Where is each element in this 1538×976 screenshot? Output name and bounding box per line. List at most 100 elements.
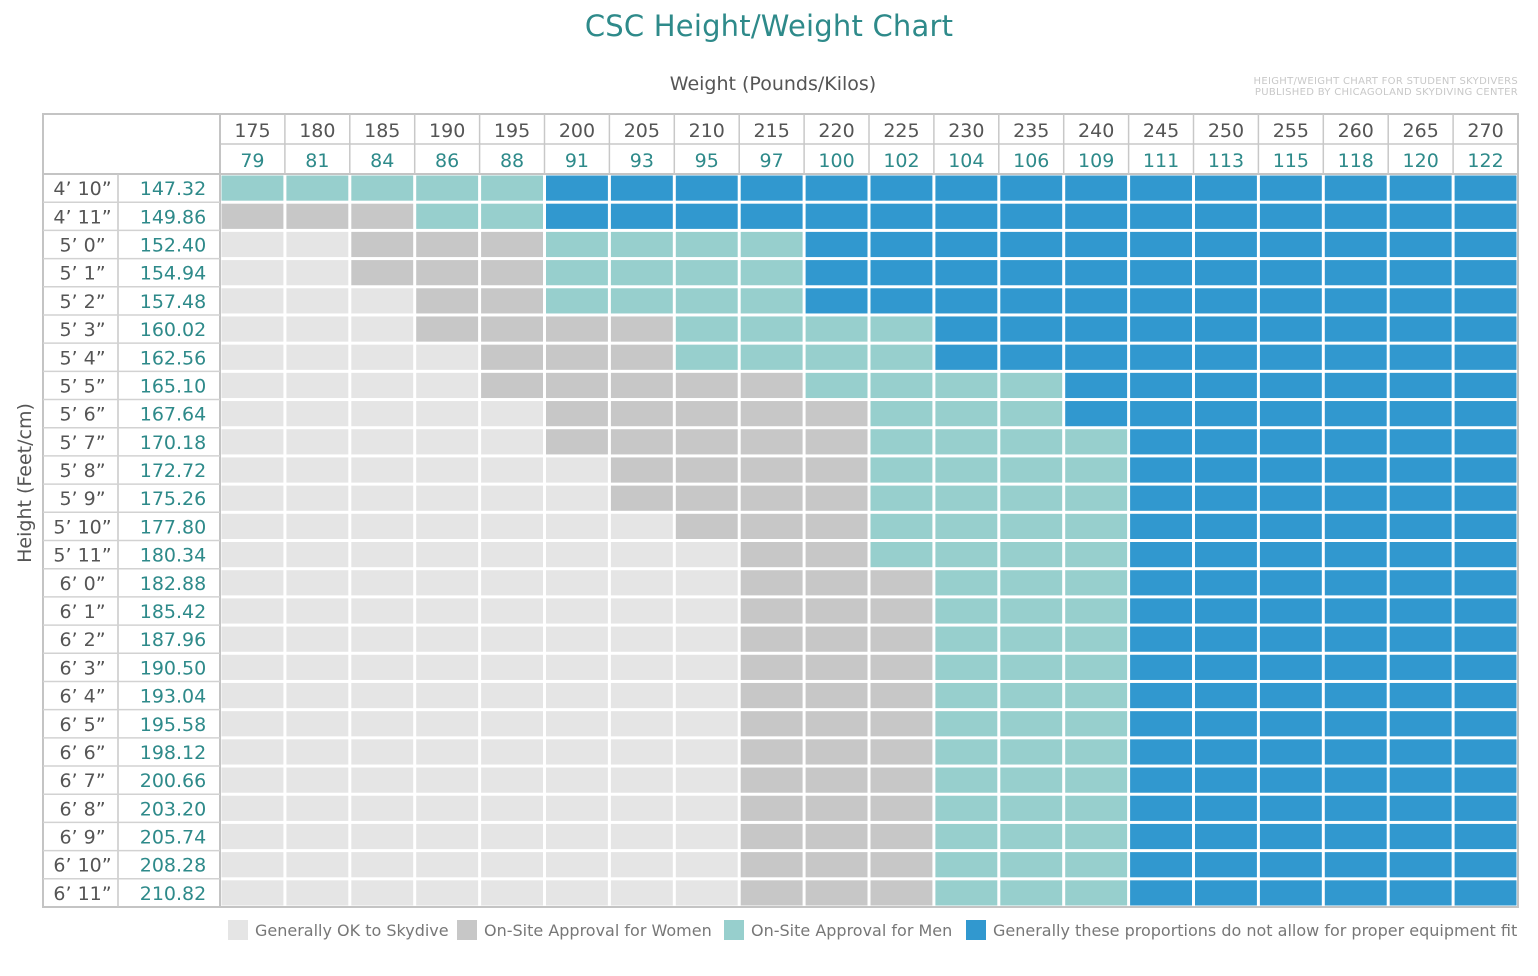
grid-cell [546,823,608,850]
grid-cell [1454,316,1517,342]
grid-cell [740,795,803,821]
grid-cell [221,570,284,596]
weight-kg-label: 122 [1467,150,1503,172]
grid-cell [1065,344,1128,370]
grid-cell [416,288,479,314]
grid-cell [675,457,738,483]
grid-cell [870,372,933,399]
grid-cell [675,203,738,229]
grid-cell [481,175,543,201]
grid-cell [1389,260,1452,286]
grid-cell [1000,682,1063,709]
grid-cell [1324,598,1387,624]
grid-cell [1454,739,1517,765]
height-ft-label: 5’ 0” [59,234,105,256]
grid-cell [1324,795,1387,821]
grid-cell [935,711,998,737]
grid-cell [1000,231,1063,258]
legend-label-no-fit: Generally these proportions do not allow… [993,920,1518,940]
grid-cell [935,429,998,455]
grid-cell [1324,401,1387,427]
grid-cell [610,654,673,680]
grid-cell [1454,682,1517,709]
grid-cell [1324,429,1387,455]
grid-cell [935,231,998,258]
grid-cell [481,852,543,878]
height-cm-label: 160.02 [140,319,206,341]
grid-cell [221,654,284,680]
grid-cell [1389,316,1452,342]
grid-cell [1389,429,1452,455]
grid-cell [546,457,608,483]
height-ft-label: 6’ 0” [59,573,105,595]
grid-cell [1324,739,1387,765]
grid-cell [1065,372,1128,399]
grid-cell [481,711,543,737]
legend-item-no-fit: Generally these proportions do not allow… [966,918,1517,942]
grid-cell [935,513,998,539]
grid-cell [1454,570,1517,596]
height-ft-label: 5’ 6” [59,404,105,426]
grid-cell [1000,175,1063,201]
grid-cell [416,372,479,399]
grid-cell [1195,823,1257,850]
height-ft-label: 4’ 10” [53,178,111,200]
grid-cell [221,880,284,906]
grid-cell [610,739,673,765]
grid-cell [1324,654,1387,680]
grid-cell [1195,203,1257,229]
grid-cell [610,823,673,850]
grid-cell [675,260,738,286]
grid-cell [1454,626,1517,652]
grid-cell [221,626,284,652]
grid-cell [1324,485,1387,511]
grid-cell [740,316,803,342]
weight-lbs-label: 220 [818,120,854,142]
grid-cell [805,203,868,229]
grid-cell [351,175,414,201]
grid-cell [935,598,998,624]
grid-cell [870,767,933,793]
grid-cell [481,626,543,652]
grid-cell [1195,316,1257,342]
grid-cell [481,654,543,680]
grid-cell [1324,513,1387,539]
grid-cell [1065,203,1128,229]
grid-cell [1259,823,1322,850]
grid-cell [740,344,803,370]
grid-cell [870,260,933,286]
grid-cell [1324,682,1387,709]
grid-cell [1259,795,1322,821]
grid-cell [351,739,414,765]
grid-cell [1130,682,1192,709]
grid-cell [1195,542,1257,568]
weight-kg-label: 118 [1338,150,1374,172]
grid-cell [1259,570,1322,596]
grid-cell [805,570,868,596]
height-cm-label: 187.96 [140,629,206,651]
grid-cell [286,767,349,793]
grid-cell [610,457,673,483]
grid-cell [221,682,284,709]
grid-cell [1000,823,1063,850]
height-cm-label: 203.20 [140,798,206,820]
grid-cell [546,513,608,539]
legend-label-women: On-Site Approval for Women [484,920,712,940]
grid-cell [610,880,673,906]
legend-item-men: On-Site Approval for Men [724,918,952,942]
grid-cell [351,344,414,370]
grid-cell [675,175,738,201]
grid-cell [1454,598,1517,624]
height-ft-label: 5’ 5” [59,375,105,397]
grid-cell [1195,231,1257,258]
grid-cell [286,401,349,427]
grid-cell [610,711,673,737]
grid-cell [221,401,284,427]
grid-cell [1130,316,1192,342]
weight-lbs-label: 225 [883,120,919,142]
grid-cell [1130,485,1192,511]
grid-cell [351,372,414,399]
grid-cell [286,457,349,483]
grid-cell [1259,654,1322,680]
grid-cell [675,344,738,370]
